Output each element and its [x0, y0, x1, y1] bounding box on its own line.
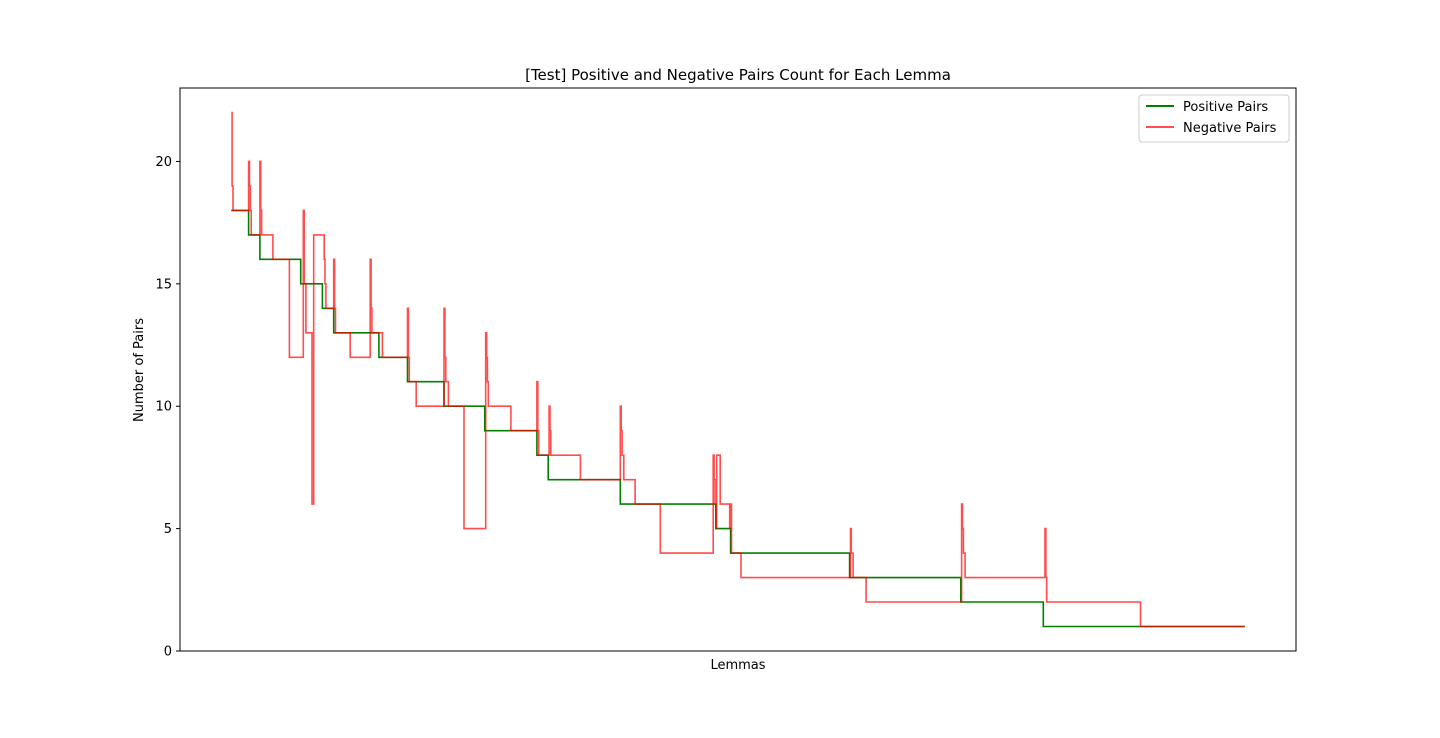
series-layer [231, 111, 1245, 628]
chart-title: [Test] Positive and Negative Pairs Count… [525, 66, 951, 84]
y-tick-label: 5 [164, 522, 172, 537]
y-axis-label: Number of Pairs [132, 318, 147, 422]
legend-frame [1138, 94, 1290, 143]
legend-label-positive: Positive Pairs [1183, 100, 1268, 115]
series-line-positive [231, 209, 1245, 628]
y-tick-label: 10 [155, 400, 172, 415]
y-tick-label: 20 [155, 155, 172, 170]
x-axis-label: Lemmas [710, 658, 765, 673]
y-axis: 0 5 10 15 20 [155, 155, 180, 660]
series-line-negative [231, 111, 1245, 628]
plot-area [179, 87, 1297, 652]
legend: Positive Pairs Negative Pairs [1138, 94, 1290, 143]
legend-label-negative: Negative Pairs [1183, 121, 1277, 136]
y-tick-label: 0 [164, 645, 172, 660]
y-tick-label: 15 [155, 277, 172, 292]
